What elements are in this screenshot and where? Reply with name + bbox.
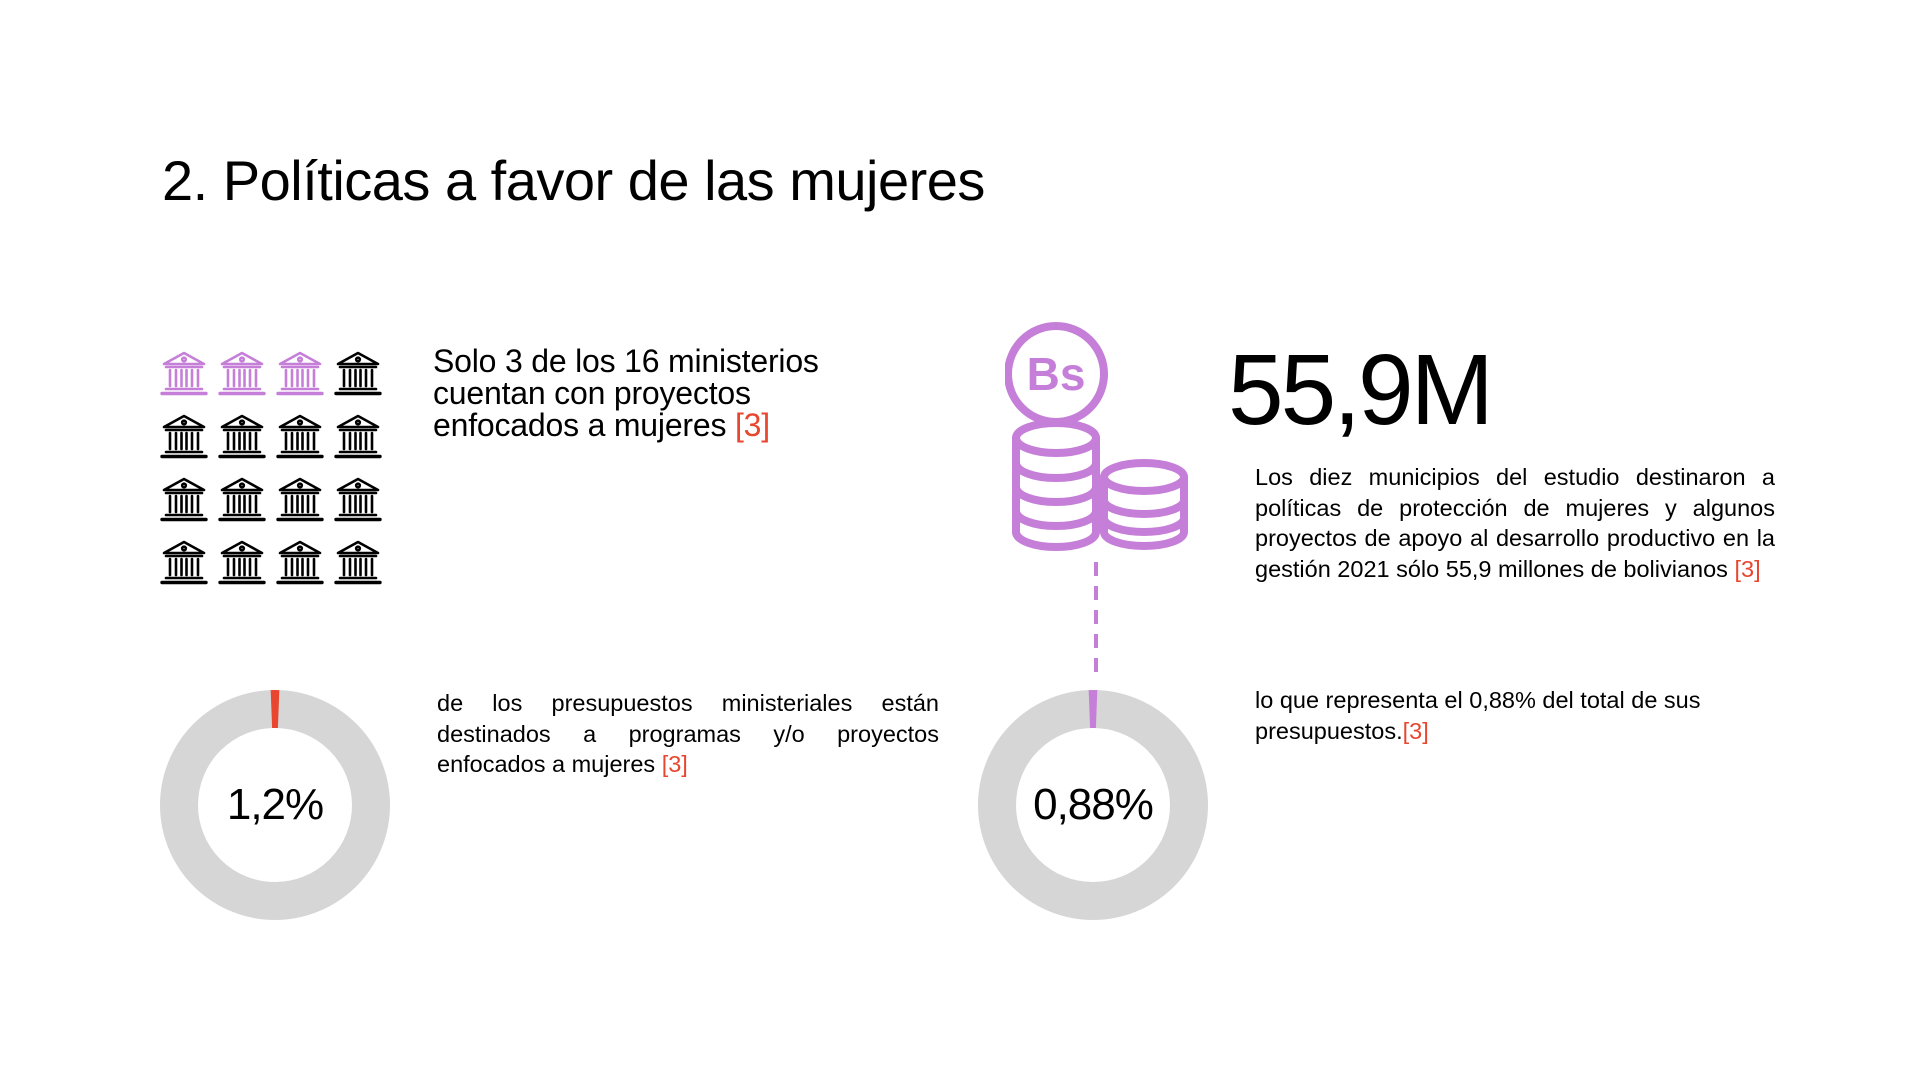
donut-slice xyxy=(1088,690,1098,729)
building-icon xyxy=(160,539,208,585)
building-icon-highlighted xyxy=(218,350,266,396)
building-icon xyxy=(160,413,208,459)
municipal-statement-text: Los diez municipios del estudio destinar… xyxy=(1255,464,1775,582)
building-icon xyxy=(334,413,382,459)
ministry-budget-donut: 1,2% xyxy=(160,690,390,920)
building-icon xyxy=(334,539,382,585)
municipal-budget-donut: 0,88% xyxy=(978,690,1208,920)
building-icon-highlighted xyxy=(276,350,324,396)
ministries-icon-grid xyxy=(160,350,392,590)
ministries-reference: [3] xyxy=(734,407,770,443)
municipal-share-statement-text: lo que representa el 0,88% del total de … xyxy=(1255,687,1701,744)
page-title: 2. Políticas a favor de las mujeres xyxy=(162,149,985,212)
municipal-reference: [3] xyxy=(1734,555,1761,582)
ministry-budget-statement-text: de los presupuestos ministeriales están … xyxy=(437,690,939,777)
ministry-budget-statement: de los presupuestos ministeriales están … xyxy=(437,688,939,780)
ministry-budget-reference: [3] xyxy=(661,751,688,777)
dashed-connector-line xyxy=(1086,562,1106,672)
building-icon xyxy=(334,476,382,522)
building-icon-highlighted xyxy=(160,350,208,396)
building-icon xyxy=(160,476,208,522)
coin-symbol: Bs xyxy=(1027,348,1086,400)
municipal-share-reference: [3] xyxy=(1402,717,1429,744)
donut-slice xyxy=(270,690,280,729)
ministries-statement: Solo 3 de los 16 ministerios cuentan con… xyxy=(433,345,873,441)
building-icon xyxy=(218,476,266,522)
ministry-budget-percent: 1,2% xyxy=(226,780,324,829)
building-icon xyxy=(276,476,324,522)
municipal-statement: Los diez municipios del estudio destinar… xyxy=(1255,462,1775,584)
amount-value: 55,9M xyxy=(1228,334,1494,446)
building-icon xyxy=(276,539,324,585)
building-icon xyxy=(218,539,266,585)
bolivianos-coins-icon: Bs xyxy=(1005,322,1195,557)
municipal-budget-percent: 0,88% xyxy=(1033,780,1154,829)
building-icon xyxy=(334,350,382,396)
building-icon xyxy=(218,413,266,459)
ministries-statement-text: Solo 3 de los 16 ministerios cuentan con… xyxy=(433,343,819,443)
municipal-share-statement: lo que representa el 0,88% del total de … xyxy=(1255,685,1775,746)
building-icon xyxy=(276,413,324,459)
